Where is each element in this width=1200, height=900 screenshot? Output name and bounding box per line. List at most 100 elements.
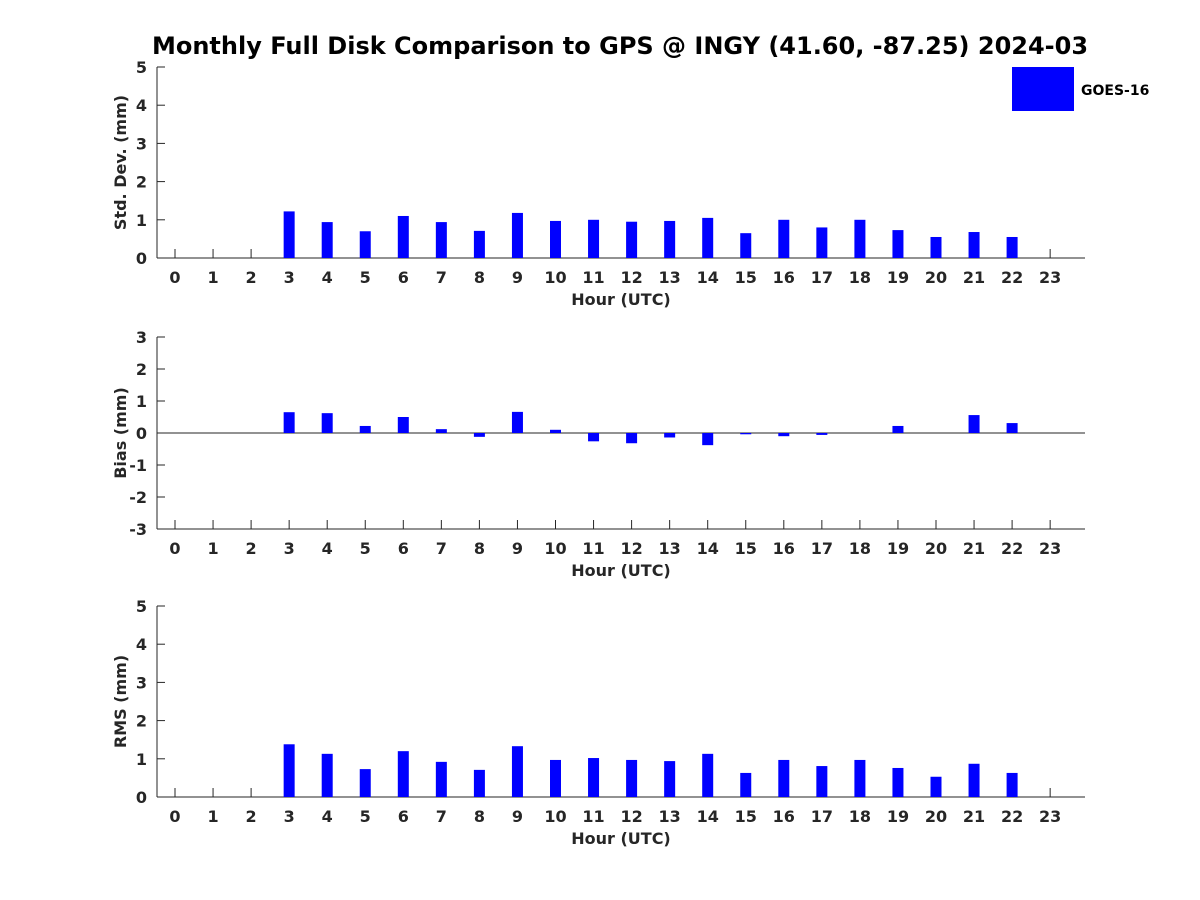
legend: GOES-16	[1012, 67, 1149, 111]
x-tick-label: 9	[512, 539, 523, 558]
bar-hour-22	[1006, 236, 1018, 258]
y-tick-label: -2	[129, 488, 147, 507]
x-tick-label: 2	[246, 268, 257, 287]
bar-hour-19	[892, 767, 904, 797]
bar-hour-6	[397, 417, 409, 433]
bar-hour-4	[321, 222, 333, 258]
x-tick-label: 22	[1001, 539, 1023, 558]
x-tick-label: 7	[436, 807, 447, 826]
y-tick-label: 1	[136, 211, 147, 230]
x-tick-label: 3	[284, 807, 295, 826]
x-tick-label: 6	[398, 268, 409, 287]
x-tick-label: 9	[512, 807, 523, 826]
bar-hour-4	[321, 753, 333, 797]
x-tick-label: 18	[849, 268, 871, 287]
bar-hour-7	[435, 761, 447, 797]
bar-hour-18	[854, 759, 866, 797]
x-tick-label: 9	[512, 268, 523, 287]
x-tick-label: 0	[169, 539, 180, 558]
x-tick-label: 5	[360, 807, 371, 826]
x-tick-label: 13	[659, 539, 681, 558]
y-axis-label: Bias (mm)	[111, 387, 130, 479]
x-tick-label: 21	[963, 268, 985, 287]
bar-hour-5	[359, 231, 371, 258]
x-tick-label: 17	[811, 268, 833, 287]
y-tick-label: 3	[136, 673, 147, 692]
x-tick-label: 21	[963, 807, 985, 826]
y-tick-label: 5	[136, 597, 147, 616]
x-tick-label: 8	[474, 268, 485, 287]
x-tick-label: 7	[436, 539, 447, 558]
bar-hour-7	[435, 222, 447, 258]
x-axis-label: Hour (UTC)	[571, 829, 671, 848]
bar-hour-19	[892, 425, 904, 433]
x-tick-label: 21	[963, 539, 985, 558]
x-tick-label: 23	[1039, 807, 1061, 826]
x-tick-label: 0	[169, 268, 180, 287]
bar-hour-13	[664, 761, 676, 797]
bar-hour-21	[968, 232, 980, 258]
x-tick-label: 4	[322, 807, 333, 826]
x-tick-label: 23	[1039, 539, 1061, 558]
x-tick-label: 11	[582, 539, 604, 558]
x-tick-label: 16	[773, 539, 795, 558]
y-axis-label: Std. Dev. (mm)	[111, 95, 130, 230]
bar-hour-21	[968, 415, 980, 433]
bar-hour-9	[511, 411, 523, 433]
bar-hour-12	[626, 221, 638, 258]
bar-hour-9	[511, 746, 523, 797]
bar-hour-21	[968, 763, 980, 797]
y-tick-label: 2	[136, 173, 147, 192]
bar-hour-10	[550, 429, 561, 433]
bar-hour-6	[397, 751, 409, 797]
bar-hour-8	[473, 230, 485, 258]
x-tick-label: 20	[925, 539, 947, 558]
bar-hour-16	[778, 433, 790, 437]
bar-hour-10	[550, 220, 561, 258]
x-tick-label: 4	[322, 539, 333, 558]
bar-hour-8	[473, 769, 485, 797]
bar-hour-12	[626, 759, 638, 797]
bar-hour-22	[1006, 423, 1018, 433]
x-tick-label: 7	[436, 268, 447, 287]
bar-hour-20	[930, 236, 942, 258]
x-tick-label: 13	[659, 268, 681, 287]
legend-swatch-goes-16	[1012, 67, 1074, 111]
y-tick-label: 1	[136, 750, 147, 769]
bar-hour-12	[626, 433, 638, 444]
bar-hour-6	[397, 215, 409, 258]
x-tick-label: 12	[620, 268, 642, 287]
x-tick-label: 6	[398, 539, 409, 558]
bar-hour-17	[816, 766, 828, 797]
bar-hour-15	[740, 233, 752, 258]
x-tick-label: 10	[544, 268, 566, 287]
x-tick-label: 1	[207, 807, 218, 826]
bar-hour-8	[473, 433, 485, 437]
bar-hour-11	[588, 219, 600, 258]
x-tick-label: 14	[697, 268, 719, 287]
x-tick-label: 20	[925, 807, 947, 826]
x-tick-label: 15	[735, 539, 757, 558]
y-tick-label: 4	[136, 96, 147, 115]
x-tick-label: 1	[207, 539, 218, 558]
x-tick-label: 14	[697, 539, 719, 558]
x-tick-label: 22	[1001, 807, 1023, 826]
y-tick-label: 0	[136, 788, 147, 807]
bar-hour-17	[816, 227, 828, 258]
x-tick-label: 8	[474, 807, 485, 826]
x-tick-label: 16	[773, 807, 795, 826]
x-tick-label: 0	[169, 807, 180, 826]
x-axis-label: Hour (UTC)	[571, 561, 671, 580]
y-tick-label: 4	[136, 635, 147, 654]
bar-hour-22	[1006, 772, 1018, 797]
x-tick-label: 12	[620, 539, 642, 558]
bar-hour-10	[550, 759, 561, 797]
bar-hour-16	[778, 219, 790, 258]
bar-hour-4	[321, 413, 333, 433]
bar-hour-3	[283, 744, 295, 797]
x-tick-label: 3	[284, 539, 295, 558]
